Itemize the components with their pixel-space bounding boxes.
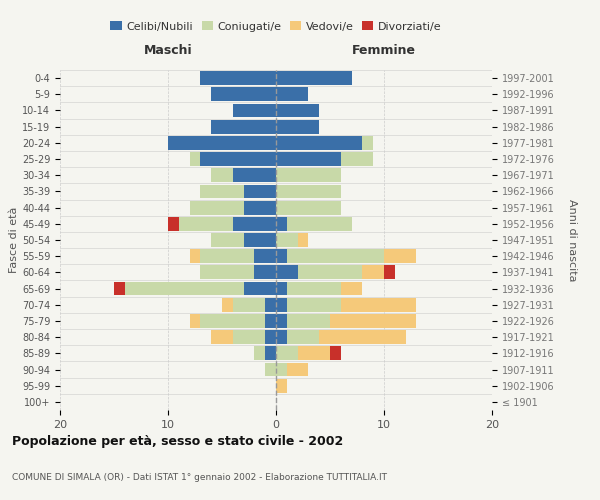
Text: Popolazione per età, sesso e stato civile - 2002: Popolazione per età, sesso e stato civil…: [12, 435, 343, 448]
Bar: [341, 152, 373, 166]
Bar: [254, 250, 276, 263]
Bar: [287, 282, 341, 296]
Legend: Celibi/Nubili, Coniugati/e, Vedovi/e, Divorziati/e: Celibi/Nubili, Coniugati/e, Vedovi/e, Di…: [110, 21, 442, 32]
Bar: [190, 314, 200, 328]
Bar: [330, 346, 341, 360]
Bar: [200, 314, 265, 328]
Bar: [244, 233, 276, 247]
Bar: [298, 266, 362, 280]
Text: Femmine: Femmine: [352, 44, 416, 57]
Bar: [233, 217, 276, 230]
Bar: [287, 330, 319, 344]
Bar: [276, 330, 287, 344]
Bar: [276, 266, 298, 280]
Bar: [233, 168, 276, 182]
Bar: [265, 314, 276, 328]
Bar: [319, 330, 406, 344]
Text: COMUNE DI SIMALA (OR) - Dati ISTAT 1° gennaio 2002 - Elaborazione TUTTITALIA.IT: COMUNE DI SIMALA (OR) - Dati ISTAT 1° ge…: [12, 472, 387, 482]
Bar: [276, 184, 341, 198]
Bar: [211, 120, 276, 134]
Bar: [211, 330, 233, 344]
Bar: [244, 184, 276, 198]
Bar: [276, 314, 287, 328]
Bar: [298, 233, 308, 247]
Bar: [114, 282, 125, 296]
Y-axis label: Fasce di età: Fasce di età: [9, 207, 19, 273]
Bar: [276, 152, 341, 166]
Bar: [211, 233, 244, 247]
Bar: [341, 282, 362, 296]
Bar: [276, 217, 287, 230]
Bar: [287, 298, 341, 312]
Bar: [276, 362, 287, 376]
Bar: [200, 266, 254, 280]
Bar: [276, 346, 298, 360]
Bar: [211, 88, 276, 101]
Bar: [276, 120, 319, 134]
Bar: [200, 152, 276, 166]
Bar: [276, 88, 308, 101]
Bar: [254, 346, 265, 360]
Bar: [265, 330, 276, 344]
Bar: [362, 136, 373, 149]
Bar: [276, 104, 319, 118]
Bar: [200, 250, 254, 263]
Bar: [233, 104, 276, 118]
Bar: [276, 168, 341, 182]
Bar: [330, 314, 416, 328]
Bar: [341, 298, 416, 312]
Bar: [276, 71, 352, 85]
Bar: [276, 250, 287, 263]
Bar: [254, 266, 276, 280]
Bar: [276, 233, 298, 247]
Bar: [168, 136, 276, 149]
Bar: [384, 266, 395, 280]
Bar: [265, 362, 276, 376]
Bar: [211, 168, 233, 182]
Bar: [200, 184, 244, 198]
Bar: [125, 282, 244, 296]
Y-axis label: Anni di nascita: Anni di nascita: [567, 198, 577, 281]
Bar: [276, 136, 362, 149]
Bar: [265, 298, 276, 312]
Bar: [233, 330, 265, 344]
Bar: [222, 298, 233, 312]
Bar: [384, 250, 416, 263]
Bar: [190, 200, 244, 214]
Bar: [168, 217, 179, 230]
Bar: [362, 266, 384, 280]
Bar: [244, 200, 276, 214]
Bar: [190, 250, 200, 263]
Bar: [276, 282, 287, 296]
Bar: [287, 217, 352, 230]
Bar: [244, 282, 276, 296]
Bar: [276, 298, 287, 312]
Bar: [298, 346, 330, 360]
Bar: [190, 152, 200, 166]
Bar: [233, 298, 265, 312]
Bar: [287, 362, 308, 376]
Bar: [276, 379, 287, 392]
Bar: [265, 346, 276, 360]
Bar: [200, 71, 276, 85]
Bar: [179, 217, 233, 230]
Bar: [287, 250, 384, 263]
Bar: [287, 314, 330, 328]
Text: Maschi: Maschi: [143, 44, 193, 57]
Bar: [276, 200, 341, 214]
